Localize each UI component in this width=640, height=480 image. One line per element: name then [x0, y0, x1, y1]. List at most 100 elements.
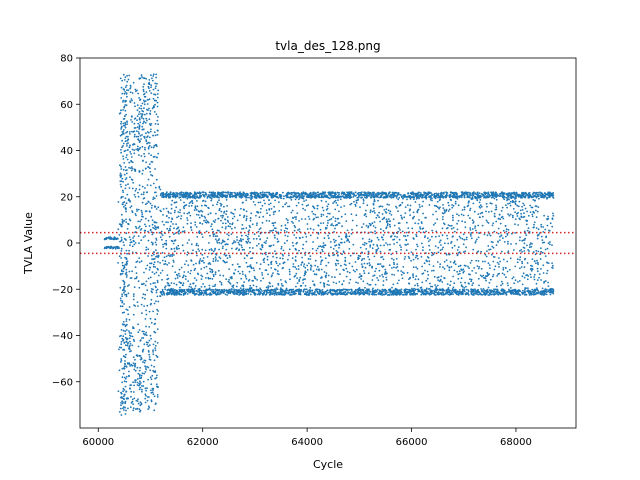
data-point [365, 215, 368, 218]
data-point [154, 344, 157, 347]
data-point [484, 294, 486, 296]
data-point [149, 376, 152, 379]
data-point [149, 184, 152, 187]
data-point [377, 279, 380, 282]
data-point [123, 365, 126, 368]
data-point [154, 282, 156, 284]
data-point [527, 227, 530, 230]
data-point [121, 92, 124, 95]
data-point [486, 221, 489, 223]
data-point [120, 151, 122, 154]
data-point [251, 247, 254, 249]
data-point [284, 224, 287, 227]
data-point [543, 281, 545, 284]
data-point [357, 196, 360, 198]
data-point [122, 158, 125, 160]
data-point [302, 207, 304, 210]
data-point [134, 381, 137, 384]
data-point [270, 275, 273, 278]
data-point [131, 130, 133, 133]
data-point [181, 244, 184, 247]
data-point [177, 192, 180, 195]
data-point [129, 387, 131, 390]
data-point [122, 329, 125, 332]
data-point [194, 267, 197, 270]
data-point [311, 247, 314, 250]
data-point [125, 232, 128, 235]
data-point [123, 291, 125, 294]
data-point [227, 238, 229, 241]
data-point [155, 208, 158, 210]
data-point [154, 155, 156, 158]
data-point [123, 341, 126, 344]
data-point [272, 272, 274, 274]
data-point [194, 205, 197, 208]
data-point [393, 266, 395, 269]
data-point [372, 225, 375, 227]
data-point [438, 235, 440, 238]
data-point [136, 145, 139, 148]
data-point [471, 228, 474, 230]
data-point [511, 277, 514, 280]
data-point [412, 276, 415, 279]
data-point [331, 223, 333, 225]
data-point [242, 284, 245, 286]
data-point [322, 292, 325, 294]
data-point [126, 95, 128, 98]
data-point [159, 272, 162, 274]
data-point [200, 195, 202, 198]
data-point [137, 305, 139, 307]
data-point [427, 237, 429, 240]
data-point [446, 227, 449, 229]
data-point [400, 273, 403, 276]
data-point [213, 249, 216, 251]
data-point [270, 230, 273, 232]
data-point [163, 223, 165, 226]
data-point [257, 201, 260, 204]
data-point [265, 209, 268, 212]
data-point [409, 198, 412, 200]
data-point [508, 289, 511, 292]
data-point [354, 292, 357, 294]
data-point [485, 255, 488, 258]
data-point [156, 133, 159, 136]
data-point [292, 216, 294, 219]
data-point [264, 202, 266, 205]
data-point [186, 212, 189, 215]
data-point [155, 255, 158, 258]
data-point [123, 281, 126, 284]
data-point [273, 227, 276, 230]
data-point [245, 288, 247, 291]
data-point [131, 167, 134, 170]
data-point [428, 244, 430, 247]
data-point [355, 214, 358, 217]
data-point [152, 389, 154, 391]
data-point [176, 291, 179, 294]
data-point [125, 391, 127, 393]
data-point [156, 119, 159, 122]
data-point [241, 248, 244, 251]
data-point [487, 262, 490, 265]
data-point [322, 193, 325, 195]
data-point [273, 294, 276, 296]
data-point [134, 266, 137, 269]
data-point [272, 213, 275, 216]
data-point [129, 167, 132, 170]
data-point [287, 292, 290, 295]
data-point [129, 101, 132, 103]
data-point [156, 96, 159, 99]
data-point [374, 226, 377, 229]
data-point [147, 366, 150, 369]
data-point [125, 324, 127, 327]
data-point [123, 266, 126, 269]
data-point [376, 245, 379, 247]
data-point [195, 193, 197, 196]
data-point [326, 293, 329, 296]
data-point [132, 298, 135, 301]
data-point [240, 207, 242, 210]
data-point [435, 210, 437, 213]
data-point [489, 267, 491, 269]
data-point [439, 263, 442, 266]
data-point [125, 93, 128, 95]
data-point [505, 204, 507, 207]
